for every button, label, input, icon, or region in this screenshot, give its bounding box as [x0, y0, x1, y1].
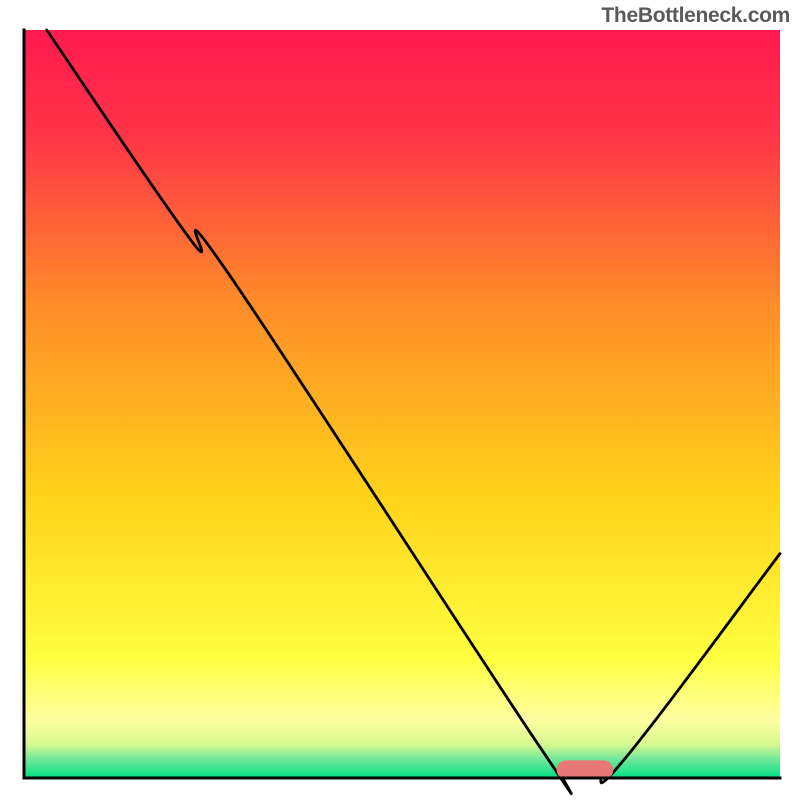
optimal-marker	[557, 760, 614, 779]
bottleneck-chart	[0, 0, 800, 800]
watermark-text: TheBottleneck.com	[601, 4, 790, 28]
chart-container: TheBottleneck.com	[0, 0, 800, 800]
gradient-background	[24, 30, 780, 778]
